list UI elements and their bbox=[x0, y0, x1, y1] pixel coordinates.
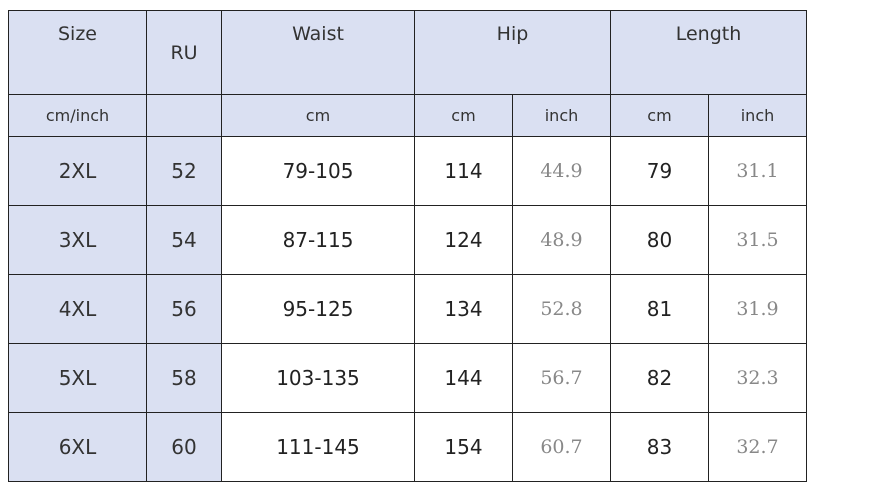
cell-hip-inch: 60.7 bbox=[512, 412, 611, 482]
cell-hip-cm: 134 bbox=[414, 274, 513, 344]
header-hip: Hip bbox=[414, 10, 611, 95]
cell-length-inch: 31.5 bbox=[708, 205, 807, 275]
header-row: Size RU Waist Hip Length bbox=[8, 10, 807, 95]
cell-ru: 52 bbox=[146, 136, 222, 206]
unit-hip-inch: inch bbox=[512, 94, 611, 137]
cell-hip-cm: 124 bbox=[414, 205, 513, 275]
cell-ru: 58 bbox=[146, 343, 222, 413]
table-row: 6XL 60 111-145 154 60.7 83 32.7 bbox=[8, 412, 807, 482]
cell-size: 5XL bbox=[8, 343, 147, 413]
cell-size: 6XL bbox=[8, 412, 147, 482]
header-waist: Waist bbox=[221, 10, 415, 95]
cell-ru: 56 bbox=[146, 274, 222, 344]
cell-hip-inch: 52.8 bbox=[512, 274, 611, 344]
cell-length-cm: 80 bbox=[610, 205, 709, 275]
header-length: Length bbox=[610, 10, 807, 95]
cell-length-cm: 79 bbox=[610, 136, 709, 206]
cell-hip-inch: 48.9 bbox=[512, 205, 611, 275]
cell-ru: 54 bbox=[146, 205, 222, 275]
cell-waist: 87-115 bbox=[221, 205, 415, 275]
cell-ru: 60 bbox=[146, 412, 222, 482]
table-row: 5XL 58 103-135 144 56.7 82 32.3 bbox=[8, 343, 807, 413]
cell-length-inch: 32.3 bbox=[708, 343, 807, 413]
unit-length-inch: inch bbox=[708, 94, 807, 137]
cell-waist: 79-105 bbox=[221, 136, 415, 206]
unit-hip-cm: cm bbox=[414, 94, 513, 137]
cell-length-inch: 32.7 bbox=[708, 412, 807, 482]
units-row: cm/inch cm cm inch cm inch bbox=[8, 94, 807, 137]
cell-hip-cm: 154 bbox=[414, 412, 513, 482]
cell-size: 4XL bbox=[8, 274, 147, 344]
cell-hip-inch: 56.7 bbox=[512, 343, 611, 413]
cell-length-cm: 82 bbox=[610, 343, 709, 413]
cell-length-cm: 81 bbox=[610, 274, 709, 344]
cell-length-inch: 31.9 bbox=[708, 274, 807, 344]
cell-size: 2XL bbox=[8, 136, 147, 206]
cell-size: 3XL bbox=[8, 205, 147, 275]
header-ru: RU bbox=[146, 10, 222, 95]
cell-hip-cm: 114 bbox=[414, 136, 513, 206]
header-size: Size bbox=[8, 10, 147, 95]
cell-waist: 111-145 bbox=[221, 412, 415, 482]
table-row: 2XL 52 79-105 114 44.9 79 31.1 bbox=[8, 136, 807, 206]
unit-size: cm/inch bbox=[8, 94, 147, 137]
table-row: 3XL 54 87-115 124 48.9 80 31.5 bbox=[8, 205, 807, 275]
cell-hip-cm: 144 bbox=[414, 343, 513, 413]
unit-waist: cm bbox=[221, 94, 415, 137]
cell-hip-inch: 44.9 bbox=[512, 136, 611, 206]
size-chart-table: Size RU Waist Hip Length cm/inch cm cm i… bbox=[8, 10, 807, 482]
cell-length-inch: 31.1 bbox=[708, 136, 807, 206]
cell-waist: 103-135 bbox=[221, 343, 415, 413]
unit-ru bbox=[146, 94, 222, 137]
table-row: 4XL 56 95-125 134 52.8 81 31.9 bbox=[8, 274, 807, 344]
unit-length-cm: cm bbox=[610, 94, 709, 137]
cell-waist: 95-125 bbox=[221, 274, 415, 344]
cell-length-cm: 83 bbox=[610, 412, 709, 482]
